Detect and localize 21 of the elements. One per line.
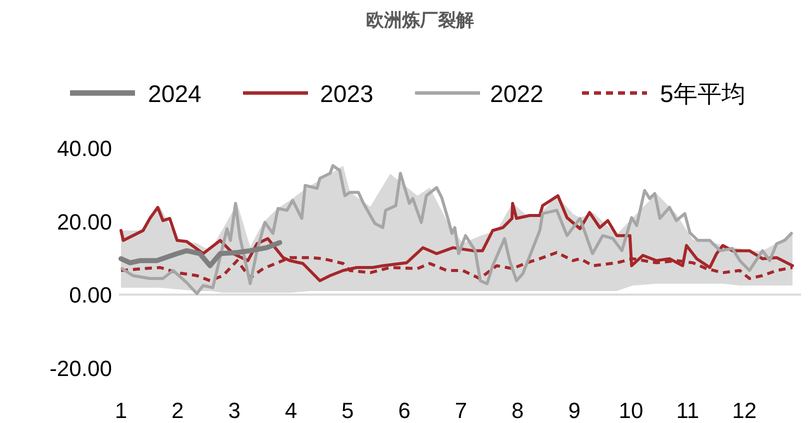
x-tick-label: 1 xyxy=(114,398,128,423)
x-tick-label: 9 xyxy=(568,398,580,423)
x-tick-label: 2 xyxy=(172,398,184,423)
chart-title: 欧洲炼厂裂解 xyxy=(366,10,474,30)
y-tick-label: 20.00 xyxy=(56,209,112,234)
x-tick-label: 5 xyxy=(342,398,354,423)
legend-label: 2022 xyxy=(490,81,544,108)
x-tick-label: 8 xyxy=(512,398,524,423)
legend-label: 2024 xyxy=(148,81,202,108)
x-tick-label: 4 xyxy=(284,398,298,423)
y-tick-label: 40.00 xyxy=(56,136,112,161)
x-tick-label: 12 xyxy=(732,398,757,423)
x-tick-label: 10 xyxy=(618,398,644,423)
x-tick-label: 7 xyxy=(454,398,468,423)
y-tick-label: -20.00 xyxy=(50,356,112,381)
x-tick-label: 3 xyxy=(228,398,240,423)
legend-label: 2023 xyxy=(320,81,374,108)
x-tick-label: 11 xyxy=(676,398,700,423)
y-tick-label: 0.00 xyxy=(69,282,112,308)
legend-label: 5年平均 xyxy=(660,81,746,108)
x-tick-label: 6 xyxy=(398,398,410,423)
